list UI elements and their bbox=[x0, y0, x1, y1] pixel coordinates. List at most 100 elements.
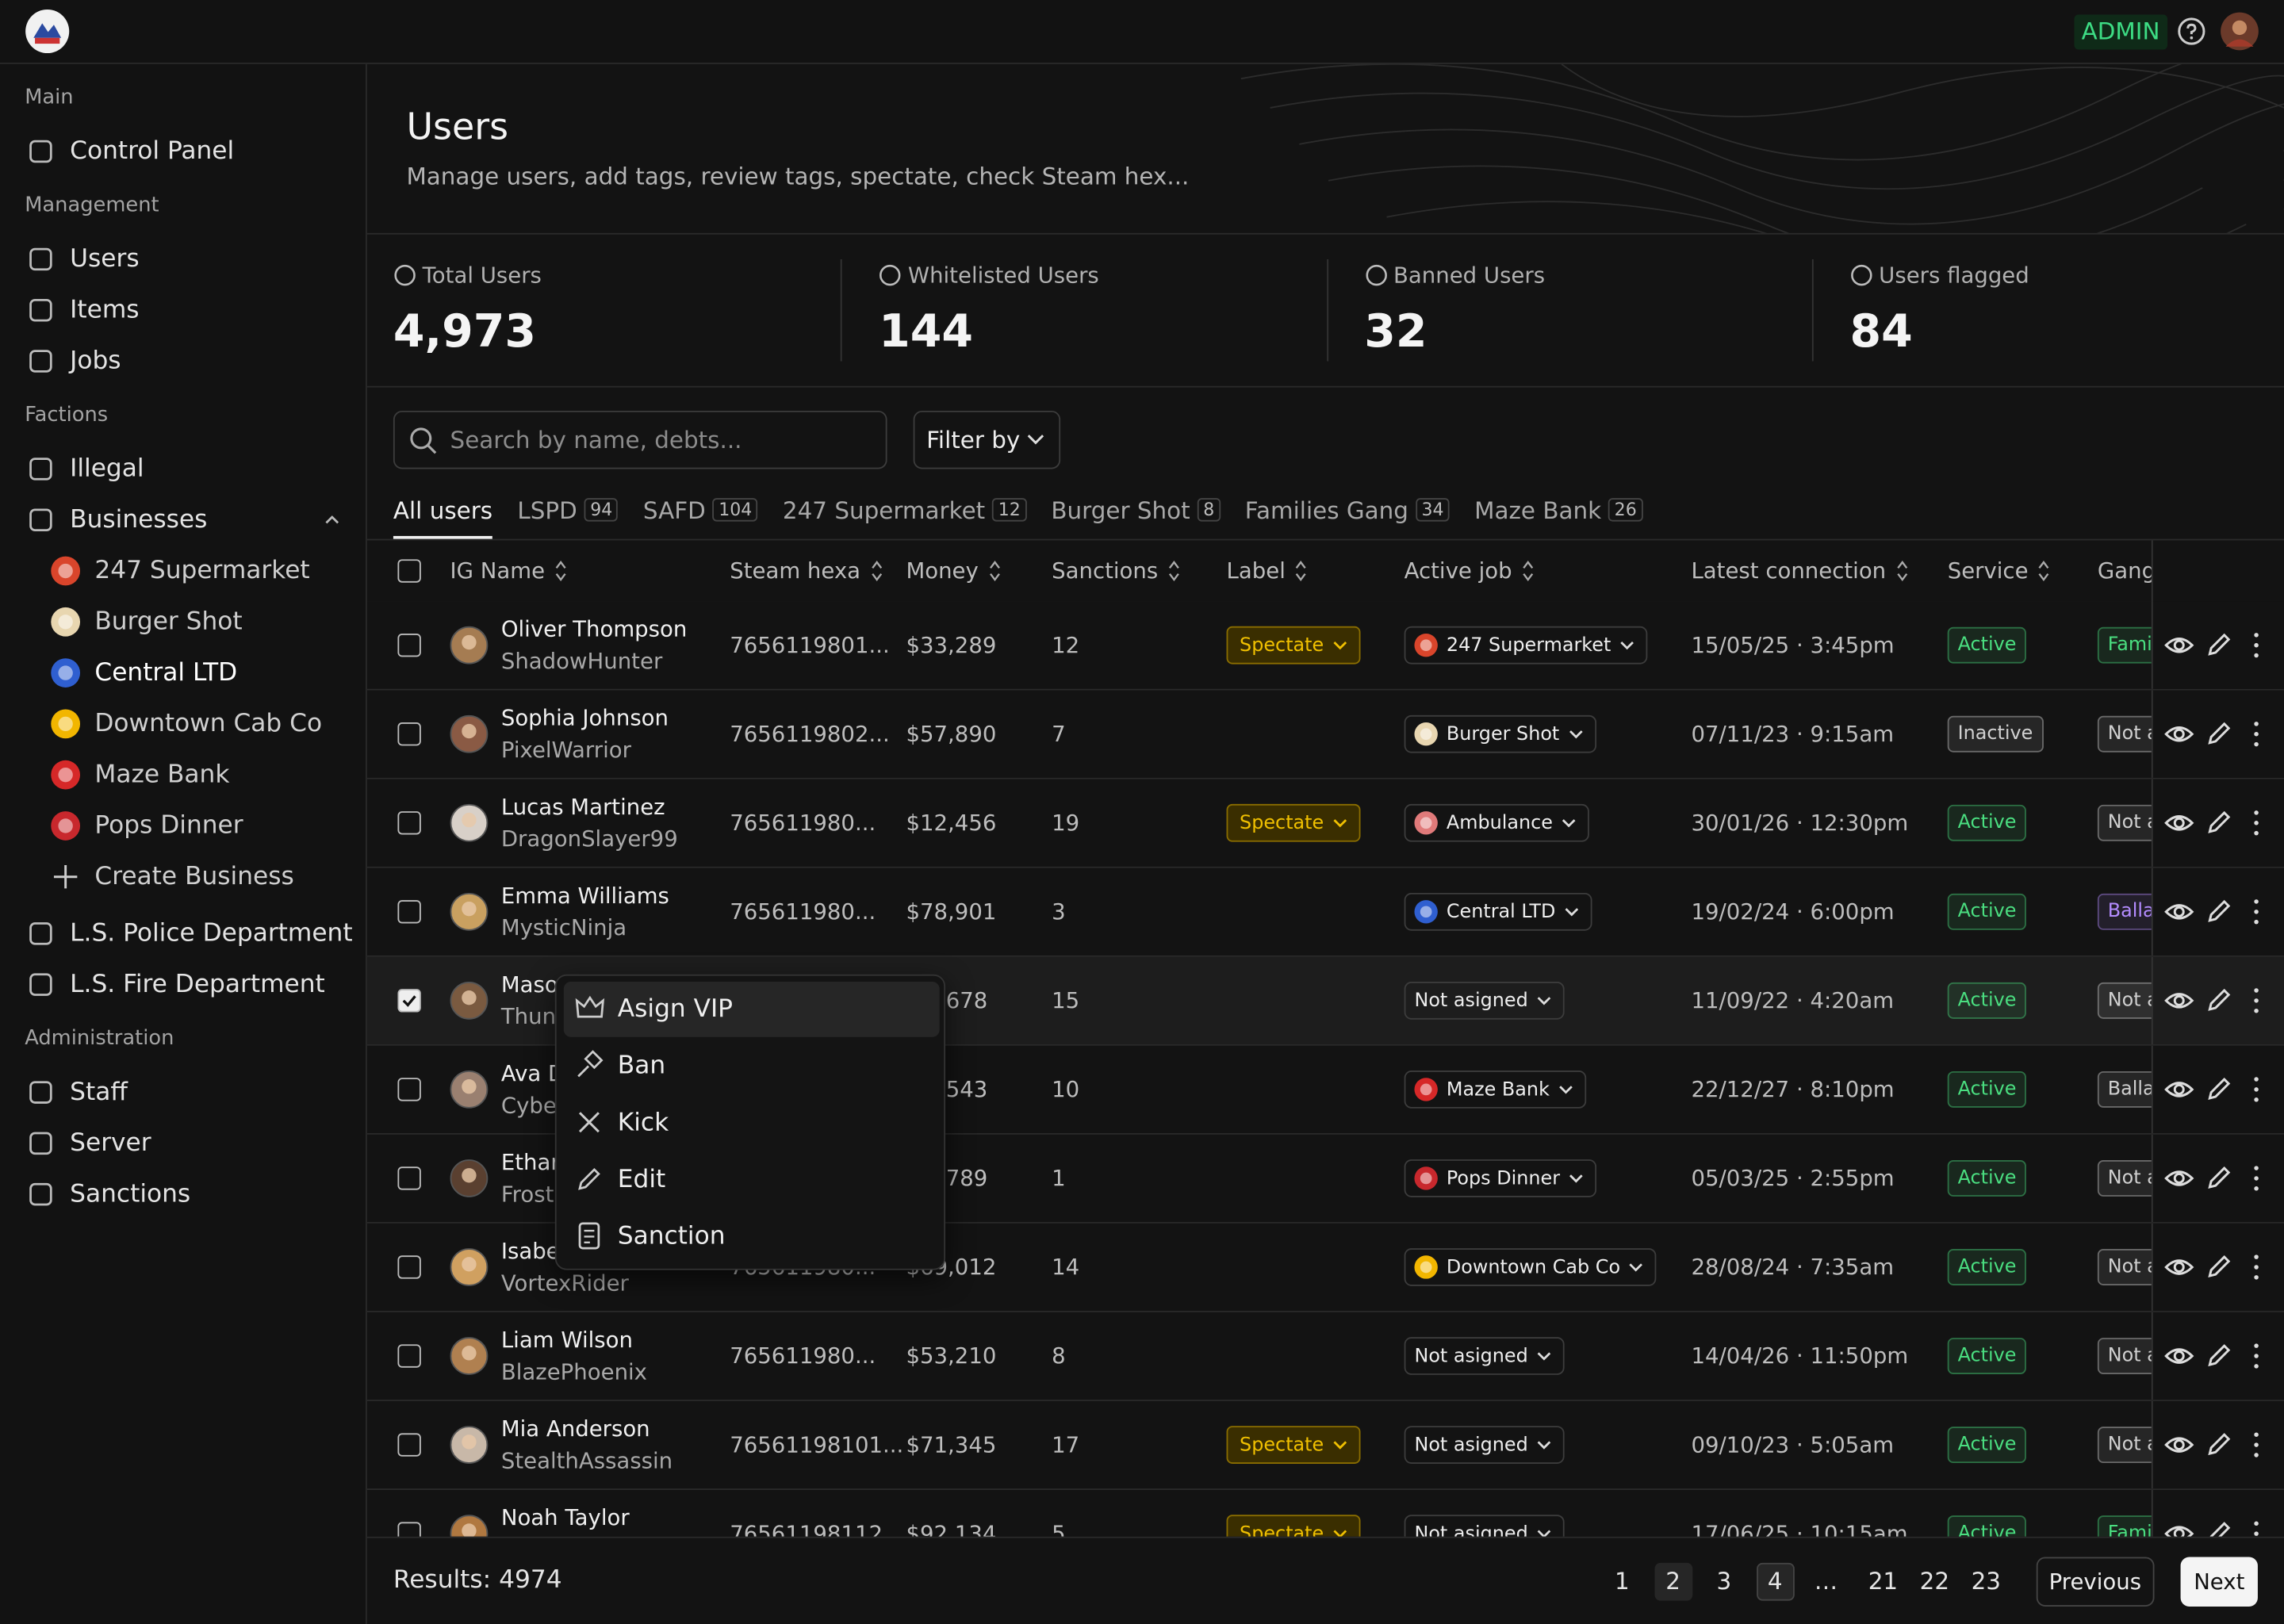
checkbox[interactable] bbox=[397, 1078, 421, 1101]
column-header[interactable]: Steam hexa bbox=[730, 557, 882, 584]
menu-item[interactable]: Kick bbox=[564, 1095, 940, 1151]
nav-item[interactable]: L.S. Fire Department bbox=[70, 970, 325, 1000]
tab[interactable]: Maze Bank 26 bbox=[1474, 494, 1643, 526]
label-badge[interactable]: Spectate bbox=[1226, 626, 1361, 665]
edit-icon bbox=[2208, 1344, 2231, 1367]
next-button[interactable]: Next bbox=[2180, 1557, 2258, 1607]
nav-item[interactable]: Items bbox=[70, 295, 140, 325]
tab[interactable]: All users bbox=[393, 494, 493, 539]
checkbox[interactable] bbox=[397, 559, 421, 583]
checkbox[interactable] bbox=[397, 1344, 421, 1368]
menu-item[interactable]: Ban bbox=[564, 1039, 940, 1094]
nav-item[interactable]: Businesses bbox=[70, 505, 208, 535]
column-header[interactable]: Service bbox=[1948, 557, 2050, 584]
tab[interactable]: SAFD 104 bbox=[643, 494, 758, 526]
nav-subitem[interactable]: Create Business bbox=[94, 862, 294, 892]
checkbox[interactable] bbox=[397, 1255, 421, 1279]
job-dropdown[interactable]: Not asigned bbox=[1404, 981, 1565, 1020]
column-header[interactable]: Sanctions bbox=[1052, 557, 1180, 584]
user-name: Mia Anderson bbox=[500, 1415, 650, 1442]
nav-subitem[interactable]: Burger Shot bbox=[94, 607, 243, 637]
column-header[interactable]: IG Name bbox=[450, 557, 567, 584]
job-dropdown[interactable]: Ambulance bbox=[1404, 803, 1589, 842]
job-dropdown[interactable]: Maze Bank bbox=[1404, 1071, 1586, 1109]
nav-subitem[interactable]: Pops Dinner bbox=[94, 811, 243, 841]
page-button[interactable]: 22 bbox=[1919, 1567, 1950, 1595]
column-header[interactable]: Label bbox=[1227, 557, 1308, 584]
job-dropdown[interactable]: 247 Supermarket bbox=[1404, 626, 1648, 665]
tab-count: 26 bbox=[1608, 498, 1643, 522]
menu-item[interactable]: Edit bbox=[564, 1152, 940, 1208]
money: $33,289 bbox=[906, 632, 997, 659]
sidebar-section-title: Administration bbox=[25, 1026, 174, 1051]
job-dropdown[interactable]: Burger Shot bbox=[1404, 714, 1596, 753]
previous-button[interactable]: Previous bbox=[2036, 1557, 2155, 1607]
checkbox[interactable] bbox=[397, 811, 421, 835]
help-icon[interactable] bbox=[2178, 17, 2205, 45]
page-button[interactable]: 4 bbox=[1756, 1562, 1795, 1601]
column-header[interactable]: Active job bbox=[1405, 557, 1535, 584]
page-button[interactable]: 23 bbox=[1971, 1567, 2002, 1595]
stat-divider bbox=[1811, 259, 1814, 362]
column-header[interactable]: Latest connection bbox=[1691, 557, 1907, 584]
column-header[interactable]: Gang bbox=[2098, 557, 2156, 584]
avatar bbox=[450, 981, 489, 1020]
nav-item[interactable]: Server bbox=[70, 1128, 151, 1159]
tab[interactable]: LSPD 94 bbox=[517, 494, 619, 526]
checkbox[interactable] bbox=[397, 1166, 421, 1190]
column-header[interactable]: Money bbox=[906, 557, 1000, 584]
tab[interactable]: 247 Supermarket 12 bbox=[783, 494, 1027, 526]
job-dropdown[interactable]: Not asigned bbox=[1404, 1426, 1565, 1464]
label-badge[interactable]: Spectate bbox=[1226, 1515, 1361, 1537]
nav-item[interactable]: L.S. Police Department bbox=[70, 919, 353, 948]
filter-button[interactable]: Filter by bbox=[913, 410, 1061, 469]
job-dropdown[interactable]: Central LTD bbox=[1404, 892, 1592, 931]
checkbox[interactable] bbox=[397, 633, 421, 657]
page-button[interactable]: 2 bbox=[1654, 1562, 1692, 1601]
page-button[interactable]: 3 bbox=[1716, 1567, 1732, 1595]
menu-item[interactable]: Asign VIP bbox=[563, 981, 940, 1037]
table-row: Mia Anderson StealthAssassin 76561198101..… bbox=[366, 1400, 2284, 1491]
user-avatar[interactable] bbox=[2220, 12, 2259, 52]
more-icon bbox=[2254, 722, 2259, 747]
checkbox[interactable] bbox=[397, 1522, 421, 1537]
job-dropdown[interactable]: Not asigned bbox=[1404, 1515, 1565, 1537]
nav-subitem[interactable]: Central LTD bbox=[94, 658, 238, 688]
label-badge[interactable]: Spectate bbox=[1226, 1426, 1361, 1464]
job-dropdown[interactable]: Pops Dinner bbox=[1404, 1159, 1596, 1197]
checkbox[interactable] bbox=[397, 1433, 421, 1457]
business-icon bbox=[51, 658, 81, 688]
sanctions: 8 bbox=[1052, 1342, 1066, 1369]
tab-list: All users LSPD 94 SAFD 104 247 Supermarket 12 B… bbox=[393, 494, 1643, 539]
checkbox[interactable] bbox=[397, 989, 421, 1013]
nav-item[interactable]: Jobs bbox=[70, 347, 121, 376]
nav-item[interactable]: Illegal bbox=[70, 454, 144, 484]
tab[interactable]: Burger Shot 8 bbox=[1051, 494, 1221, 526]
menu-item[interactable]: Sanction bbox=[564, 1209, 940, 1265]
label-badge[interactable]: Spectate bbox=[1226, 803, 1361, 842]
nav-subitem[interactable]: Downtown Cab Co bbox=[94, 709, 323, 739]
job-dropdown[interactable]: Not asigned bbox=[1404, 1337, 1565, 1375]
nav-item[interactable]: Control Panel bbox=[70, 136, 235, 167]
nav-item[interactable]: Staff bbox=[70, 1078, 128, 1107]
page-button[interactable]: 21 bbox=[1868, 1567, 1899, 1595]
edit-icon bbox=[2208, 633, 2231, 656]
page-button[interactable]: … bbox=[1814, 1567, 1838, 1595]
page-button[interactable]: 1 bbox=[1614, 1567, 1630, 1595]
user-handle: Cybe bbox=[500, 1092, 557, 1119]
nav-subitem[interactable]: Maze Bank bbox=[94, 760, 230, 790]
checkbox[interactable] bbox=[397, 722, 421, 746]
checkbox[interactable] bbox=[397, 900, 421, 924]
service-badge: Active bbox=[1947, 804, 2027, 841]
sort-icon bbox=[2039, 561, 2050, 582]
view-icon bbox=[2164, 637, 2194, 653]
job-name: Central LTD bbox=[1446, 901, 1556, 923]
job-dropdown[interactable]: Downtown Cab Co bbox=[1404, 1248, 1657, 1286]
steam-hex: 7656119801... bbox=[730, 632, 890, 659]
nav-item[interactable]: Users bbox=[70, 244, 140, 274]
stat-value: 4,973 bbox=[393, 305, 537, 358]
search-box[interactable]: Search by name, debts... bbox=[393, 410, 887, 469]
nav-item[interactable]: Sanctions bbox=[70, 1179, 191, 1209]
nav-subitem[interactable]: 247 Supermarket bbox=[94, 556, 310, 586]
tab[interactable]: Families Gang 34 bbox=[1245, 494, 1450, 526]
